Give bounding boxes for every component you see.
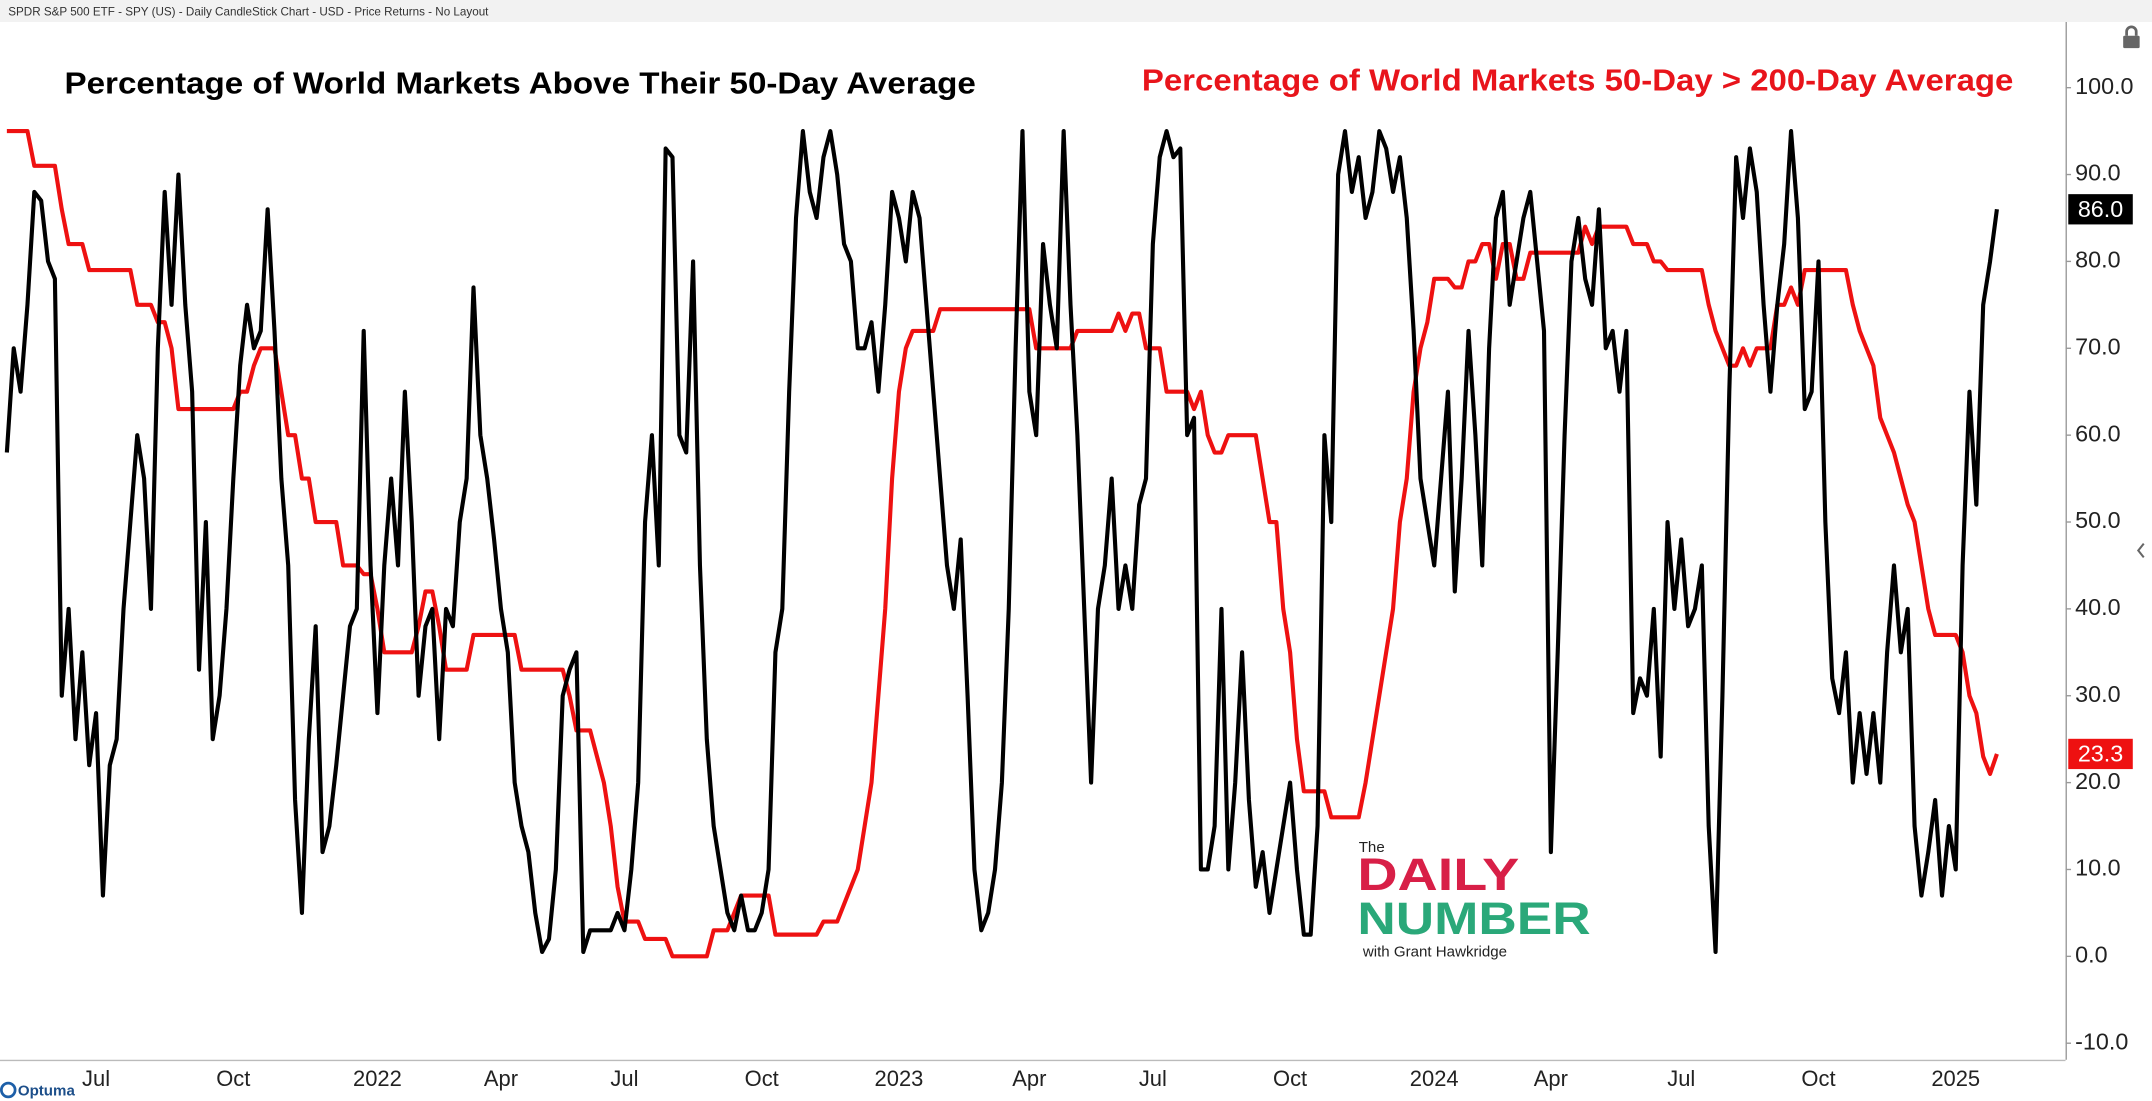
collapse-arrow[interactable] bbox=[2136, 542, 2145, 559]
logo-text: NUMBER bbox=[1357, 893, 1590, 944]
lock-icon[interactable] bbox=[2123, 25, 2140, 49]
y-tick-label: 60.0 bbox=[2075, 420, 2120, 446]
y-tick-label: 80.0 bbox=[2075, 247, 2120, 273]
y-tick-label: 100.0 bbox=[2075, 73, 2133, 99]
logo-text: The bbox=[1359, 839, 1385, 856]
y-tick-label: 10.0 bbox=[2075, 855, 2120, 881]
chart-title: Percentage of World Markets Above Their … bbox=[65, 67, 976, 100]
last-value-tag bbox=[2068, 738, 2133, 770]
y-tick-label: 20.0 bbox=[2075, 768, 2120, 794]
series-line bbox=[6, 129, 1999, 959]
last-value-tag bbox=[2068, 194, 2133, 225]
x-tick-label: 2025 bbox=[1931, 1066, 1980, 1091]
brand: Optuma bbox=[0, 1081, 76, 1099]
x-tick-label: Jul bbox=[1667, 1066, 1695, 1091]
y-tick-label: 30.0 bbox=[2075, 681, 2120, 707]
logo: The DAILY NUMBER with Grant Hawkridge bbox=[1357, 839, 1590, 961]
y-tick-label: 70.0 bbox=[2075, 333, 2120, 359]
x-tick-label: 2022 bbox=[353, 1066, 402, 1091]
logo-text: with Grant Hawkridge bbox=[1362, 943, 1507, 960]
y-tick-label: -10.0 bbox=[2075, 1028, 2128, 1054]
y-tick-label: 50.0 bbox=[2075, 507, 2120, 533]
last-value-label: 86.0 bbox=[2078, 196, 2123, 222]
y-tick-label: 40.0 bbox=[2075, 594, 2120, 620]
x-tick-label: 2024 bbox=[1410, 1066, 1459, 1091]
x-tick-label: Oct bbox=[745, 1066, 779, 1091]
y-tick-label: 90.0 bbox=[2075, 160, 2120, 186]
header-text: SPDR S&P 500 ETF - SPY (US) - Daily Cand… bbox=[8, 5, 489, 18]
header-bar bbox=[0, 0, 2152, 23]
x-tick-label: Oct bbox=[216, 1066, 250, 1091]
lock-body[interactable] bbox=[2123, 35, 2140, 49]
x-tick-label: Apr bbox=[484, 1066, 518, 1091]
x-tick-label: Jul bbox=[610, 1066, 638, 1091]
lock-shackle[interactable] bbox=[2125, 25, 2138, 36]
brand-text: Optuma bbox=[18, 1082, 76, 1099]
x-tick-label: 2023 bbox=[875, 1066, 924, 1091]
x-tick-label: Jul bbox=[1139, 1066, 1167, 1091]
x-tick-label: Oct bbox=[1801, 1066, 1835, 1091]
y-tick-label: 0.0 bbox=[2075, 941, 2107, 967]
x-tick-label: Apr bbox=[1534, 1066, 1568, 1091]
x-tick-label: Oct bbox=[1273, 1066, 1307, 1091]
x-tick-label: Jul bbox=[82, 1066, 110, 1091]
x-tick-label: Apr bbox=[1012, 1066, 1046, 1091]
last-value-label: 23.3 bbox=[2078, 740, 2123, 766]
logo-text: DAILY bbox=[1357, 849, 1519, 900]
chart-subtitle: Percentage of World Markets 50-Day > 200… bbox=[1142, 65, 2014, 98]
brand-icon bbox=[0, 1081, 17, 1099]
series-line bbox=[4, 129, 1999, 955]
